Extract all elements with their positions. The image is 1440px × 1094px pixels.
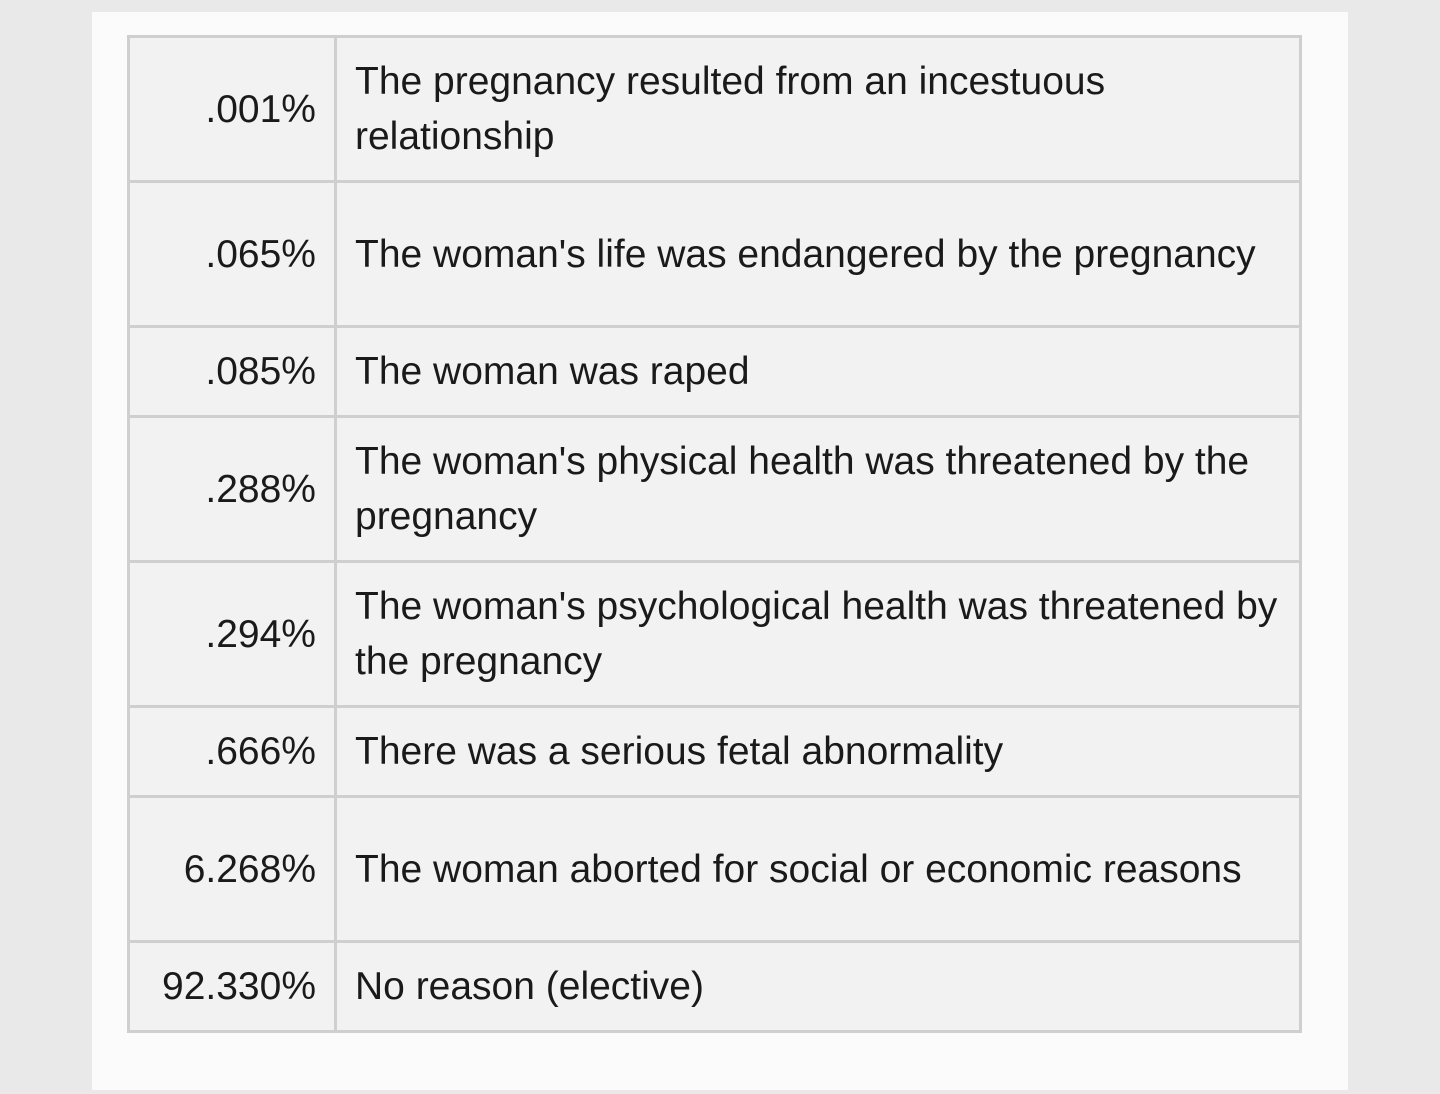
table-row: .001% The pregnancy resulted from an inc… xyxy=(127,35,1302,183)
table-row: 92.330% No reason (elective) xyxy=(127,940,1302,1033)
percent-cell: .294% xyxy=(127,560,337,708)
percent-cell: .001% xyxy=(127,35,337,183)
table-row: 6.268% The woman aborted for social or e… xyxy=(127,795,1302,943)
table-row: .085% The woman was raped xyxy=(127,325,1302,418)
percent-cell: .288% xyxy=(127,415,337,563)
table-row: .288% The woman's physical health was th… xyxy=(127,415,1302,563)
reason-cell: There was a serious fetal abnormality xyxy=(334,705,1302,798)
reason-cell: The woman's psychological health was thr… xyxy=(334,560,1302,708)
percent-cell: 92.330% xyxy=(127,940,337,1033)
reason-cell: The woman's life was endangered by the p… xyxy=(334,180,1302,328)
table-row: .065% The woman's life was endangered by… xyxy=(127,180,1302,328)
percent-cell: .065% xyxy=(127,180,337,328)
table-row: .666% There was a serious fetal abnormal… xyxy=(127,705,1302,798)
reason-cell: No reason (elective) xyxy=(334,940,1302,1033)
percent-cell: 6.268% xyxy=(127,795,337,943)
percent-cell: .085% xyxy=(127,325,337,418)
reasons-table: .001% The pregnancy resulted from an inc… xyxy=(127,35,1302,1033)
reason-cell: The pregnancy resulted from an incestuou… xyxy=(334,35,1302,183)
table-row: .294% The woman's psychological health w… xyxy=(127,560,1302,708)
percent-cell: .666% xyxy=(127,705,337,798)
reason-cell: The woman aborted for social or economic… xyxy=(334,795,1302,943)
reason-cell: The woman's physical health was threaten… xyxy=(334,415,1302,563)
reason-cell: The woman was raped xyxy=(334,325,1302,418)
